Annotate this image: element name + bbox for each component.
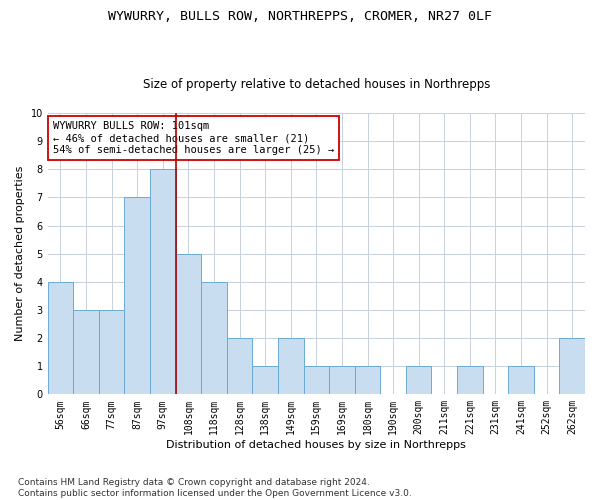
Bar: [124, 198, 150, 394]
Bar: [47, 282, 73, 395]
Text: Contains HM Land Registry data © Crown copyright and database right 2024.
Contai: Contains HM Land Registry data © Crown c…: [18, 478, 412, 498]
Bar: [406, 366, 431, 394]
Bar: [278, 338, 304, 394]
Bar: [150, 170, 176, 394]
Title: Size of property relative to detached houses in Northrepps: Size of property relative to detached ho…: [143, 78, 490, 91]
X-axis label: Distribution of detached houses by size in Northrepps: Distribution of detached houses by size …: [166, 440, 466, 450]
Bar: [355, 366, 380, 394]
Text: WYWURRY BULLS ROW: 101sqm
← 46% of detached houses are smaller (21)
54% of semi-: WYWURRY BULLS ROW: 101sqm ← 46% of detac…: [53, 122, 334, 154]
Bar: [329, 366, 355, 394]
Bar: [253, 366, 278, 394]
Bar: [304, 366, 329, 394]
Bar: [457, 366, 482, 394]
Bar: [559, 338, 585, 394]
Text: WYWURRY, BULLS ROW, NORTHREPPS, CROMER, NR27 0LF: WYWURRY, BULLS ROW, NORTHREPPS, CROMER, …: [108, 10, 492, 23]
Bar: [99, 310, 124, 394]
Y-axis label: Number of detached properties: Number of detached properties: [15, 166, 25, 342]
Bar: [176, 254, 201, 394]
Bar: [508, 366, 534, 394]
Bar: [201, 282, 227, 395]
Bar: [227, 338, 253, 394]
Bar: [73, 310, 99, 394]
